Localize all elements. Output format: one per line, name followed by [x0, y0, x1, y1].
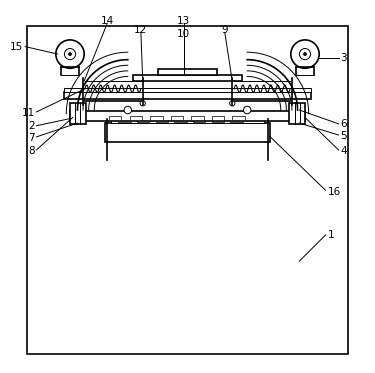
Bar: [158, 69, 218, 75]
Text: 8: 8: [28, 146, 34, 156]
Bar: [130, 116, 142, 120]
Circle shape: [124, 106, 132, 114]
Bar: [191, 116, 204, 120]
Circle shape: [299, 48, 310, 60]
Bar: [171, 116, 183, 120]
Bar: [134, 75, 242, 81]
Text: 16: 16: [327, 187, 340, 197]
Bar: [105, 123, 270, 142]
Text: 2: 2: [28, 121, 34, 131]
Bar: [150, 116, 162, 120]
Text: 14: 14: [100, 16, 114, 25]
Bar: [70, 103, 86, 124]
Text: 3: 3: [340, 53, 347, 63]
Bar: [232, 116, 244, 120]
Bar: [118, 117, 131, 122]
Circle shape: [303, 53, 306, 56]
Circle shape: [230, 101, 235, 106]
Circle shape: [64, 48, 76, 60]
Text: 12: 12: [134, 25, 147, 35]
Circle shape: [56, 40, 84, 68]
Bar: [290, 103, 305, 124]
Bar: [212, 116, 224, 120]
Bar: [64, 92, 310, 99]
Text: 9: 9: [222, 25, 228, 35]
Bar: [27, 26, 348, 354]
Text: 4: 4: [340, 146, 347, 156]
Text: 11: 11: [21, 108, 34, 117]
Text: 1: 1: [327, 230, 334, 240]
Circle shape: [291, 40, 319, 68]
Bar: [174, 117, 187, 122]
Bar: [193, 117, 206, 122]
Bar: [109, 116, 122, 120]
Text: 15: 15: [10, 42, 23, 51]
Bar: [212, 117, 224, 122]
Text: 5: 5: [340, 131, 347, 141]
Bar: [137, 117, 150, 122]
Circle shape: [243, 106, 251, 114]
Text: 7: 7: [28, 133, 34, 143]
Bar: [64, 88, 310, 92]
Circle shape: [69, 53, 72, 56]
Circle shape: [140, 101, 146, 106]
Text: 6: 6: [340, 119, 347, 129]
Text: 10: 10: [177, 29, 190, 38]
Bar: [156, 117, 168, 122]
Text: 13: 13: [177, 16, 190, 25]
Bar: [111, 116, 264, 123]
Bar: [70, 111, 305, 121]
Bar: [230, 117, 243, 122]
